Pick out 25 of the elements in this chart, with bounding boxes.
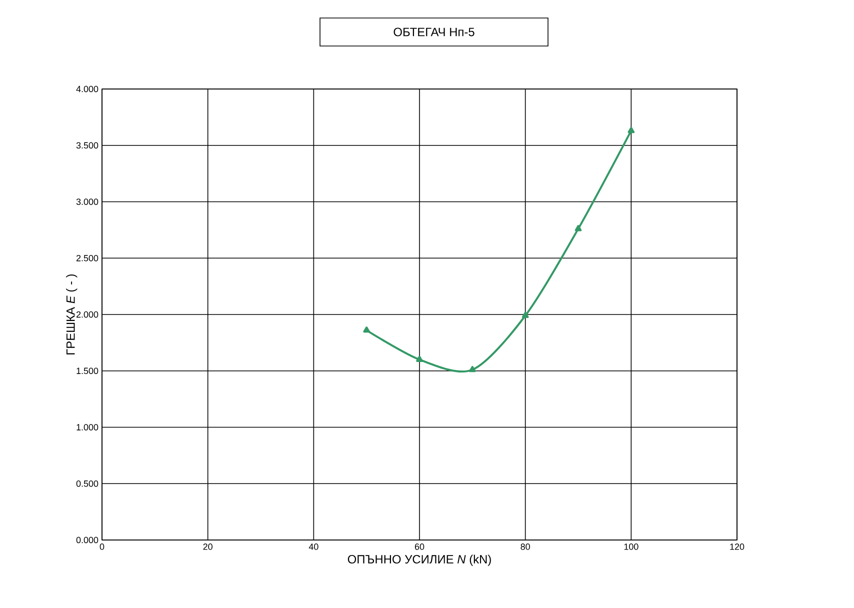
point	[522, 312, 529, 318]
point	[416, 356, 423, 362]
point	[363, 326, 370, 333]
y-tick-label: 4.000	[76, 86, 98, 92]
y-tick-label: 1.500	[76, 368, 98, 374]
y-tick-label: 0.000	[76, 536, 98, 544]
point	[628, 126, 635, 134]
x-tick-label: 120	[730, 544, 744, 550]
y-tick-label: 3.500	[76, 142, 98, 149]
point	[469, 366, 476, 372]
y-tick-label: 0.500	[76, 480, 98, 487]
y-tick-label: 1.000	[76, 424, 98, 430]
y-tick-label: 2.500	[76, 254, 98, 262]
point	[574, 225, 582, 232]
x-tick-label: 80	[520, 544, 530, 550]
x-tick-label: 20	[203, 544, 212, 550]
x-axis-title: ОПЪННО УСИЛИЕ N (kN)	[348, 554, 491, 566]
y-axis-title: ГРЕШКА E ( - )	[66, 274, 78, 354]
y-tick-label: 3.000	[76, 198, 98, 205]
chart-title: ОБТЕГАЧ Нп-5	[394, 28, 474, 36]
x-tick-label: 60	[414, 544, 424, 550]
x-tick-label: 0	[100, 544, 104, 550]
x-tick-label: 100	[624, 544, 638, 550]
x-tick-label: 40	[308, 544, 318, 550]
y-tick-label: 2.000	[76, 311, 98, 318]
